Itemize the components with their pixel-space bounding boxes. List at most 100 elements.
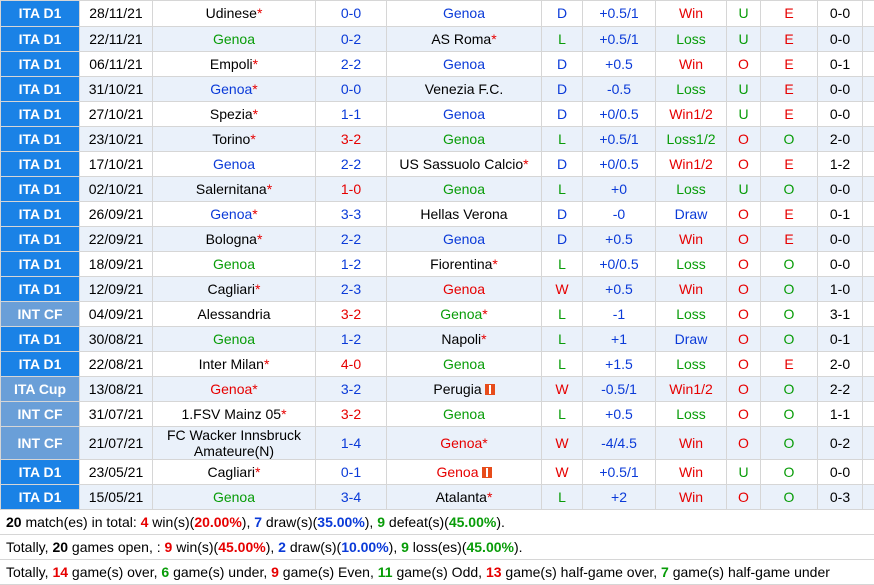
away-team[interactable]: Fiorentina* (386, 251, 542, 277)
league-cell-text[interactable]: ITA D1 (18, 130, 62, 147)
home-team-text[interactable]: Genoa (212, 488, 256, 505)
home-team[interactable]: Bologna* (152, 226, 316, 252)
home-team[interactable]: Genoa* (152, 76, 316, 102)
home-team[interactable]: Udinese* (152, 0, 316, 27)
league-cell[interactable]: ITA D1 (0, 101, 80, 127)
league-cell-text[interactable]: INT CF (17, 434, 63, 451)
home-team-text[interactable]: Cagliari (207, 280, 255, 297)
away-team[interactable]: Genoa (386, 176, 542, 202)
score-cell[interactable]: 3-2 (315, 126, 387, 152)
home-team[interactable]: Genoa (152, 326, 316, 352)
score-cell[interactable]: 3-2 (315, 301, 387, 327)
home-team-text[interactable]: Genoa (210, 80, 253, 97)
score-cell[interactable]: 2-2 (315, 151, 387, 177)
score-cell[interactable]: 0-1 (315, 459, 387, 485)
league-cell-text[interactable]: INT CF (17, 305, 63, 322)
score-cell[interactable]: 2-2 (315, 51, 387, 77)
home-team-text[interactable]: Spezia (209, 105, 253, 122)
score-cell[interactable]: 1-2 (315, 326, 387, 352)
away-team[interactable]: Venezia F.C. (386, 76, 542, 102)
score-cell-text[interactable]: 1-2 (340, 330, 362, 347)
away-team[interactable]: Genoa (386, 276, 542, 302)
league-cell[interactable]: ITA D1 (0, 201, 80, 227)
home-team-text[interactable]: Empoli (209, 55, 253, 72)
league-cell[interactable]: ITA D1 (0, 0, 80, 27)
score-cell-text[interactable]: 3-3 (340, 205, 362, 222)
away-team-text[interactable]: Genoa (442, 280, 486, 297)
away-team-text[interactable]: Genoa (442, 55, 486, 72)
home-team[interactable]: Genoa (152, 151, 316, 177)
league-cell-text[interactable]: ITA D1 (18, 5, 62, 21)
home-team[interactable]: Genoa (152, 484, 316, 510)
home-team-text[interactable]: FC Wacker Innsbruck Amateure(N) (166, 427, 302, 459)
home-team-text[interactable]: Inter Milan (198, 355, 264, 372)
league-cell-text[interactable]: ITA D1 (18, 105, 62, 122)
league-cell[interactable]: ITA D1 (0, 151, 80, 177)
home-team[interactable]: Torino* (152, 126, 316, 152)
league-cell[interactable]: ITA D1 (0, 51, 80, 77)
score-cell[interactable]: 1-2 (315, 251, 387, 277)
league-cell-text[interactable]: ITA D1 (18, 230, 62, 247)
away-team-text[interactable]: Perugia (433, 380, 482, 397)
score-cell-text[interactable]: 3-2 (340, 305, 362, 322)
away-team[interactable]: AS Roma* (386, 26, 542, 52)
league-cell-text[interactable]: ITA D1 (18, 330, 62, 347)
home-team[interactable]: Alessandria (152, 301, 316, 327)
home-team-text[interactable]: Udinese (205, 5, 257, 21)
score-cell-text[interactable]: 2-3 (340, 280, 362, 297)
league-cell[interactable]: ITA D1 (0, 26, 80, 52)
home-team[interactable]: Empoli* (152, 51, 316, 77)
home-team[interactable]: Cagliari* (152, 276, 316, 302)
league-cell[interactable]: ITA D1 (0, 326, 80, 352)
league-cell[interactable]: ITA D1 (0, 459, 80, 485)
score-cell-text[interactable]: 3-2 (340, 130, 362, 147)
score-cell-text[interactable]: 3-4 (340, 488, 362, 505)
away-team-text[interactable]: Atalanta (435, 488, 487, 505)
score-cell[interactable]: 0-0 (315, 76, 387, 102)
league-cell-text[interactable]: ITA D1 (18, 255, 62, 272)
away-team-text[interactable]: Genoa (440, 305, 483, 322)
away-team[interactable]: Genoa (386, 226, 542, 252)
home-team-text[interactable]: Torino (212, 130, 251, 147)
score-cell-text[interactable]: 0-2 (340, 30, 362, 47)
home-team-text[interactable]: Genoa (212, 255, 256, 272)
away-team-text[interactable]: Genoa (442, 130, 486, 147)
home-team[interactable]: Genoa (152, 251, 316, 277)
league-cell-text[interactable]: ITA D1 (18, 205, 62, 222)
score-cell-text[interactable]: 2-2 (340, 155, 362, 172)
away-team[interactable]: Hellas Verona (386, 201, 542, 227)
away-team[interactable]: Atalanta* (386, 484, 542, 510)
league-cell-text[interactable]: ITA D1 (18, 488, 62, 505)
league-cell[interactable]: ITA D1 (0, 276, 80, 302)
league-cell-text[interactable]: ITA Cup (13, 380, 67, 397)
home-team[interactable]: Cagliari* (152, 459, 316, 485)
away-team-text[interactable]: Genoa (442, 105, 486, 122)
league-cell[interactable]: ITA D1 (0, 126, 80, 152)
league-cell[interactable]: ITA D1 (0, 226, 80, 252)
league-cell[interactable]: ITA D1 (0, 176, 80, 202)
score-cell[interactable]: 2-3 (315, 276, 387, 302)
league-cell[interactable]: INT CF (0, 426, 80, 460)
home-team-text[interactable]: Genoa (212, 330, 256, 347)
away-team-text[interactable]: Genoa (442, 180, 486, 197)
league-cell-text[interactable]: ITA D1 (18, 280, 62, 297)
home-team-text[interactable]: Genoa (212, 30, 256, 47)
away-team[interactable]: Genoa (386, 126, 542, 152)
home-team-text[interactable]: Genoa (210, 380, 253, 397)
home-team[interactable]: Spezia* (152, 101, 316, 127)
score-cell[interactable]: 4-0 (315, 351, 387, 377)
league-cell[interactable]: INT CF (0, 401, 80, 427)
score-cell-text[interactable]: 1-1 (340, 105, 362, 122)
league-cell[interactable]: ITA Cup (0, 376, 80, 402)
away-team-text[interactable]: Genoa (442, 230, 486, 247)
score-cell[interactable]: 1-1 (315, 101, 387, 127)
home-team[interactable]: Genoa (152, 26, 316, 52)
away-team[interactable]: Genoa (386, 51, 542, 77)
home-team[interactable]: Genoa* (152, 376, 316, 402)
away-team-text[interactable]: Genoa (442, 5, 486, 21)
score-cell-text[interactable]: 0-0 (340, 5, 362, 21)
away-team-text[interactable]: AS Roma (431, 30, 492, 47)
away-team[interactable]: Genoa (386, 459, 542, 485)
league-cell[interactable]: ITA D1 (0, 76, 80, 102)
away-team[interactable]: Genoa (386, 0, 542, 27)
